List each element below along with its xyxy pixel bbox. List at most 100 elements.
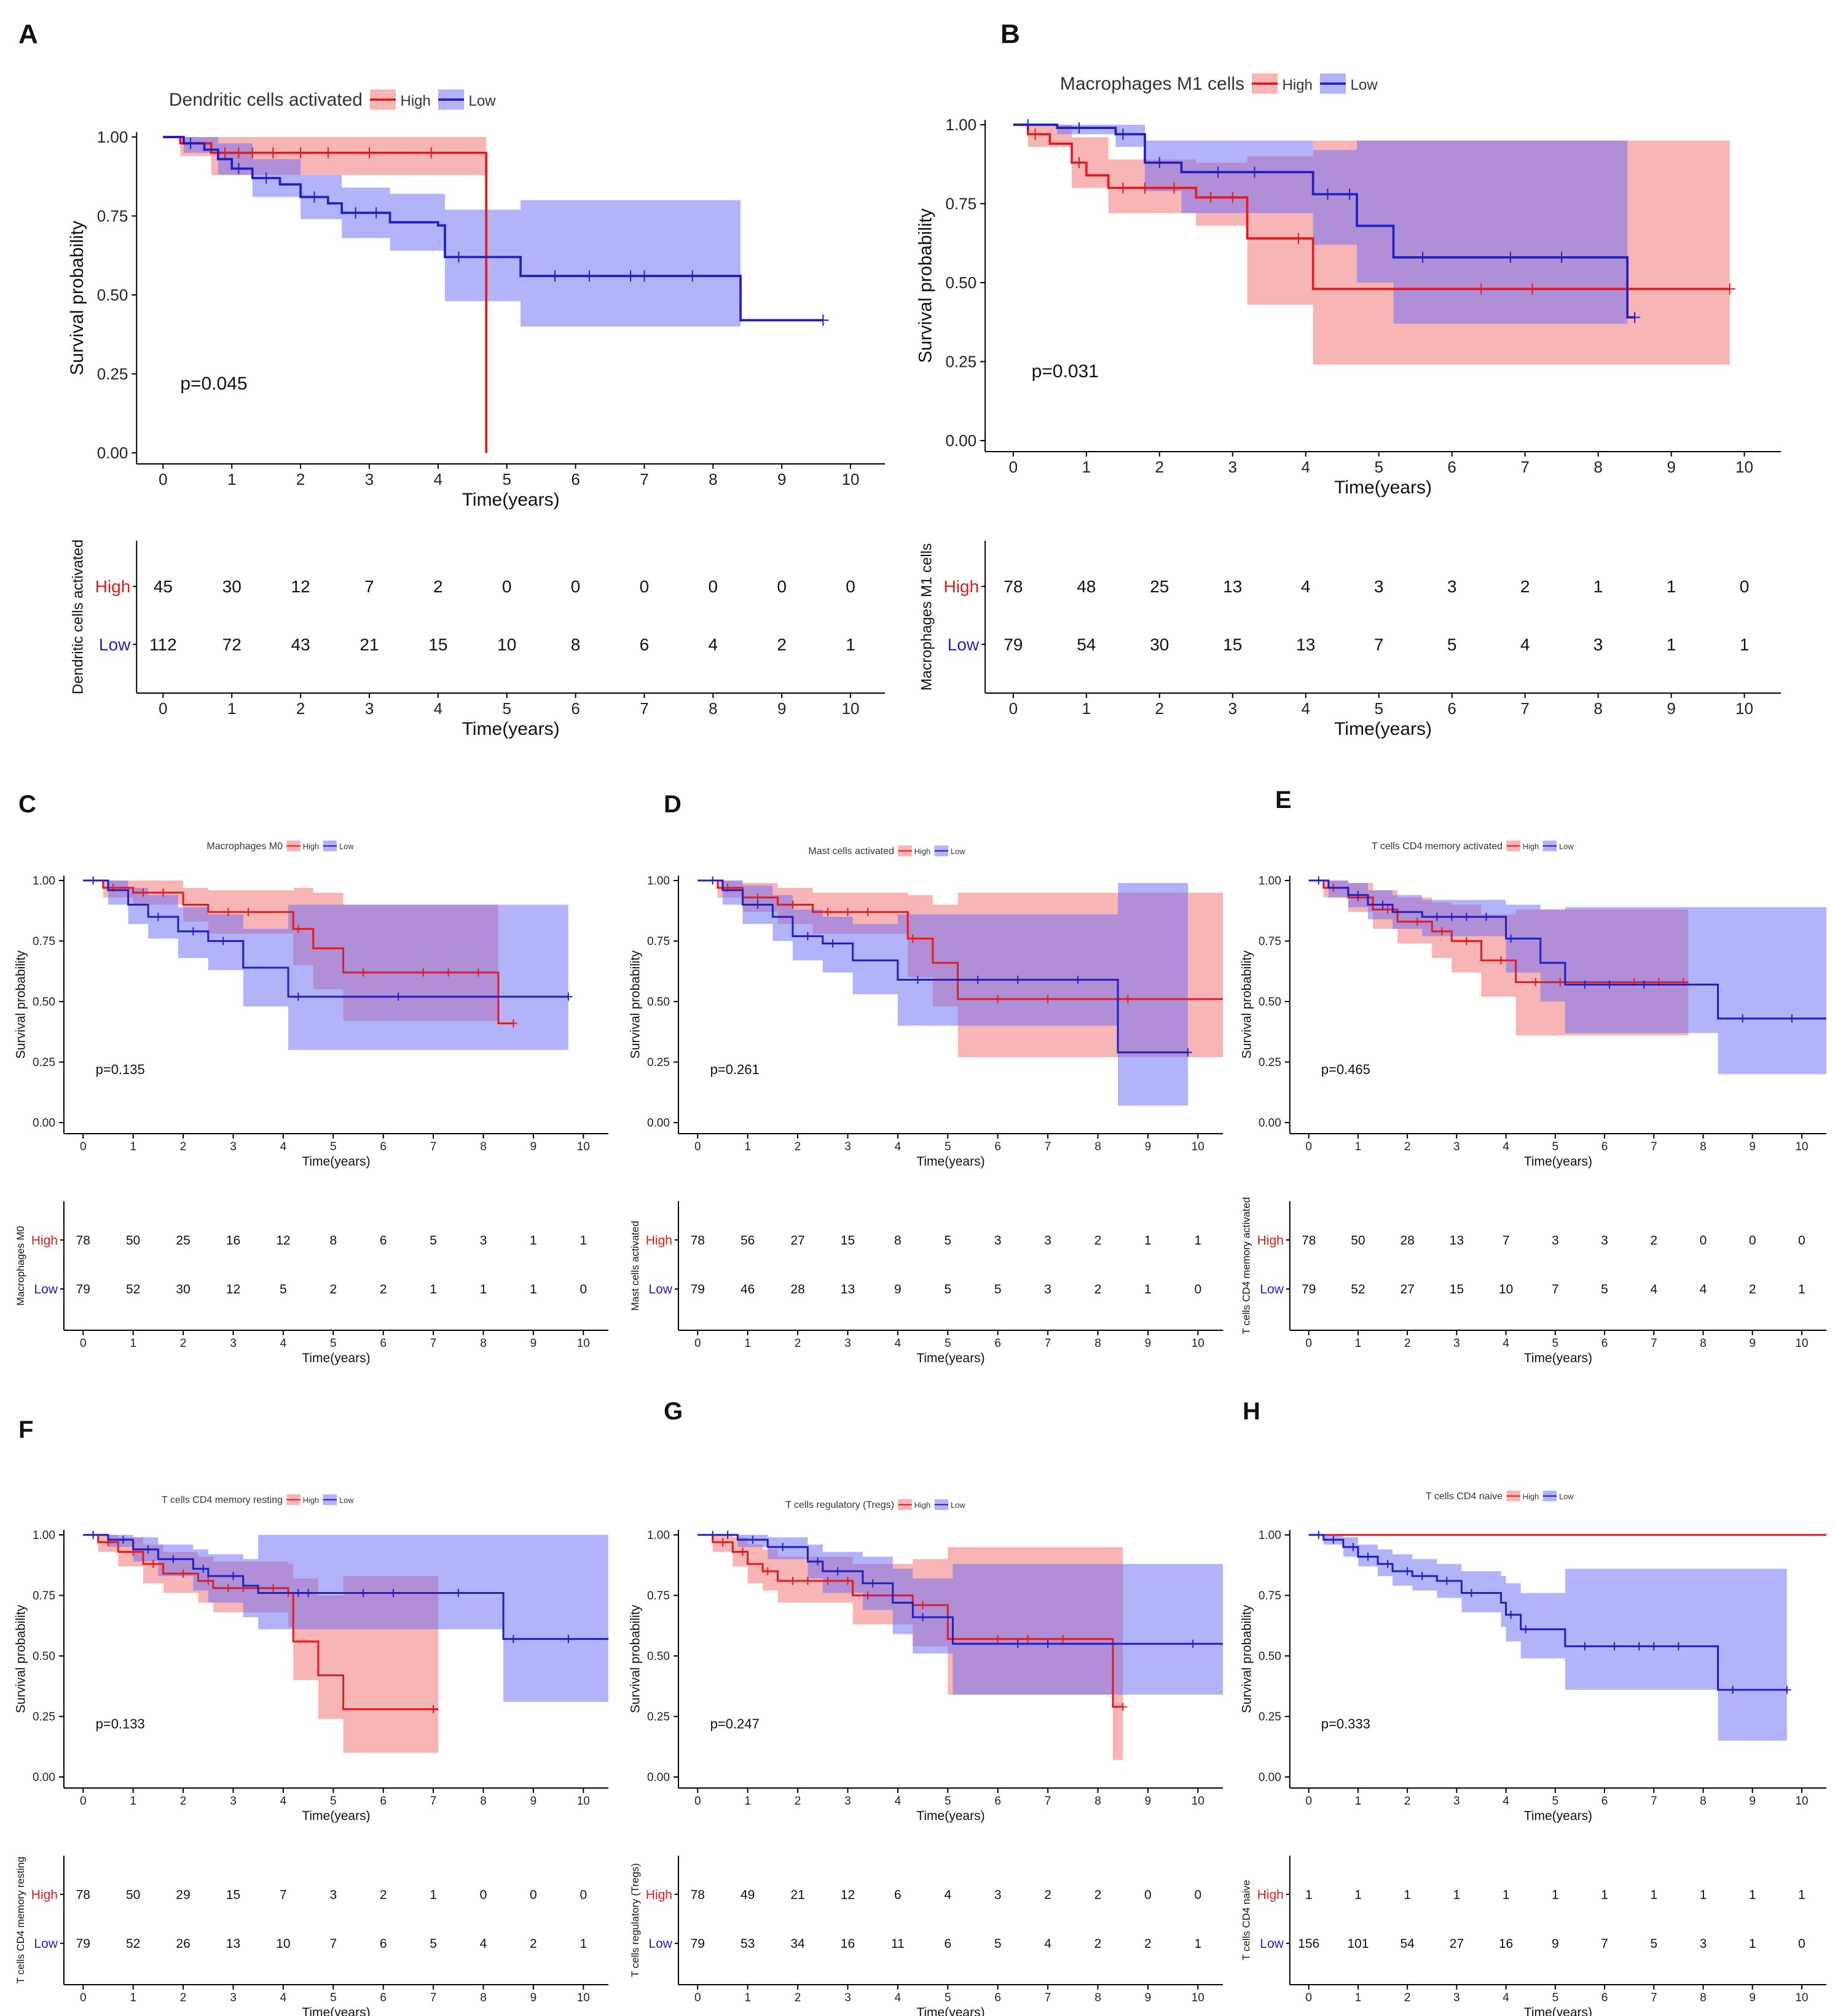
legend-label-high: High [303, 1496, 319, 1505]
censor-mark-high [474, 968, 483, 977]
x-tick-label: 0 [80, 1795, 87, 1808]
risk-cell: 50 [126, 1233, 140, 1247]
risk-row-label-high: High [646, 1233, 672, 1247]
risk-cell: 3 [994, 1233, 1002, 1247]
censor-mark-low [304, 1588, 313, 1598]
risk-x-tick-label: 5 [330, 1337, 337, 1350]
risk-cell: 43 [291, 635, 310, 654]
risk-x-tick-label: 10 [1795, 1337, 1808, 1350]
risk-cell: 1 [1404, 1888, 1411, 1902]
risk-x-tick-label: 0 [80, 1337, 87, 1350]
risk-cell: 79 [691, 1282, 705, 1296]
x-tick-label: 0 [80, 1140, 87, 1153]
p-value: p=0.031 [1032, 361, 1099, 382]
panel-g: G T cells regulatory (Tregs) High Low 0.00 0.… [628, 1398, 1223, 2016]
y-tick-label: 1.00 [97, 128, 128, 146]
legend: T cells CD4 memory activated High Low [1372, 840, 1574, 852]
x-axis-title: Time(years) [302, 1155, 370, 1169]
risk-cell: 79 [76, 1282, 90, 1296]
censor-mark-low [833, 1567, 842, 1575]
censor-mark-low [1013, 975, 1022, 984]
censor-mark-high [843, 1577, 852, 1585]
censor-mark-low [1073, 122, 1085, 134]
risk-cell: 0 [1194, 1282, 1201, 1296]
censor-mark-low [350, 207, 361, 219]
risk-cell: 72 [222, 635, 242, 654]
risk-cell: 3 [1593, 635, 1603, 654]
risk-cell: 4 [1700, 1282, 1707, 1296]
risk-cell: 53 [741, 1937, 755, 1951]
censor-mark-high [1383, 905, 1392, 914]
legend-label-low: Low [339, 1496, 354, 1505]
x-tick-label: 10 [842, 470, 860, 488]
censor-mark-high [219, 147, 231, 159]
censor-mark-low [709, 1531, 717, 1539]
risk-cell: 5 [994, 1282, 1002, 1296]
p-value: p=0.045 [180, 374, 247, 394]
risk-cell: 2 [329, 1282, 337, 1296]
censor-mark-high [269, 1584, 278, 1593]
censor-mark-high [823, 1577, 832, 1585]
censor-mark-high [803, 1577, 812, 1585]
risk-x-tick-label: 8 [480, 1991, 487, 2004]
censor-mark-low [913, 975, 922, 984]
risk-x-tick-label: 0 [1305, 1337, 1312, 1350]
survival-curve-low [1308, 879, 1826, 1020]
x-tick-label: 2 [1404, 1795, 1411, 1808]
x-tick-label: 6 [1601, 1795, 1608, 1808]
risk-y-axis-title: T cells CD4 naive [1241, 1880, 1252, 1960]
y-axis-title: Survival probability [67, 221, 87, 375]
x-tick-label: 10 [577, 1140, 590, 1153]
risk-x-tick-label: 6 [380, 1337, 387, 1350]
risk-row-label-low: Low [948, 635, 980, 654]
risk-cell: 2 [1749, 1282, 1756, 1296]
risk-cell: 2 [380, 1888, 387, 1902]
risk-x-tick-label: 4 [1301, 699, 1310, 718]
risk-x-tick-label: 4 [895, 1991, 902, 2004]
risk-x-tick-label: 7 [430, 1337, 437, 1350]
x-tick-label: 0 [694, 1795, 701, 1808]
risk-x-tick-label: 3 [1228, 699, 1237, 718]
risk-cell: 0 [571, 577, 581, 596]
censor-mark-low [709, 876, 717, 885]
risk-cell: 1 [1305, 1888, 1313, 1902]
x-tick-label: 7 [430, 1140, 437, 1153]
risk-cell: 3 [329, 1888, 337, 1902]
censor-mark-low [1344, 188, 1356, 200]
risk-cell: 12 [226, 1282, 240, 1296]
risk-cell: 7 [1601, 1937, 1608, 1951]
risk-cell: 1 [1552, 1888, 1559, 1902]
y-tick-label: 0.50 [647, 1650, 670, 1663]
risk-x-tick-label: 9 [1749, 1337, 1756, 1350]
risk-cell: 0 [530, 1888, 537, 1902]
risk-x-tick-label: 1 [744, 1991, 751, 2004]
risk-x-tick-label: 10 [577, 1337, 590, 1350]
x-tick-label: 1 [1082, 458, 1091, 476]
risk-cell: 3 [1700, 1937, 1707, 1951]
legend-label-high: High [914, 847, 930, 856]
censor-mark-high [1413, 917, 1421, 926]
x-tick-label: 5 [1552, 1795, 1559, 1808]
x-tick-label: 2 [296, 470, 305, 488]
y-tick-label: 0.25 [33, 1711, 55, 1724]
censor-mark-high [294, 147, 307, 159]
y-tick-label: 0.00 [97, 444, 128, 462]
censor-mark-low [1783, 1685, 1791, 1694]
censor-mark-low [219, 936, 227, 946]
x-tick-label: 4 [1503, 1140, 1509, 1153]
censor-mark-low [1417, 251, 1429, 263]
x-tick-label: 8 [480, 1795, 487, 1808]
censor-mark-high [788, 1577, 797, 1585]
risk-x-tick-label: 10 [1192, 1991, 1204, 2004]
risk-cell: 3 [1044, 1282, 1051, 1296]
ci-band-low [1013, 125, 1628, 393]
y-tick-label: 0.75 [97, 207, 128, 226]
x-tick-label: 9 [530, 1795, 537, 1808]
risk-cell: 0 [1144, 1888, 1152, 1902]
censor-mark-high [994, 1634, 1002, 1644]
risk-x-tick-label: 5 [502, 699, 511, 718]
